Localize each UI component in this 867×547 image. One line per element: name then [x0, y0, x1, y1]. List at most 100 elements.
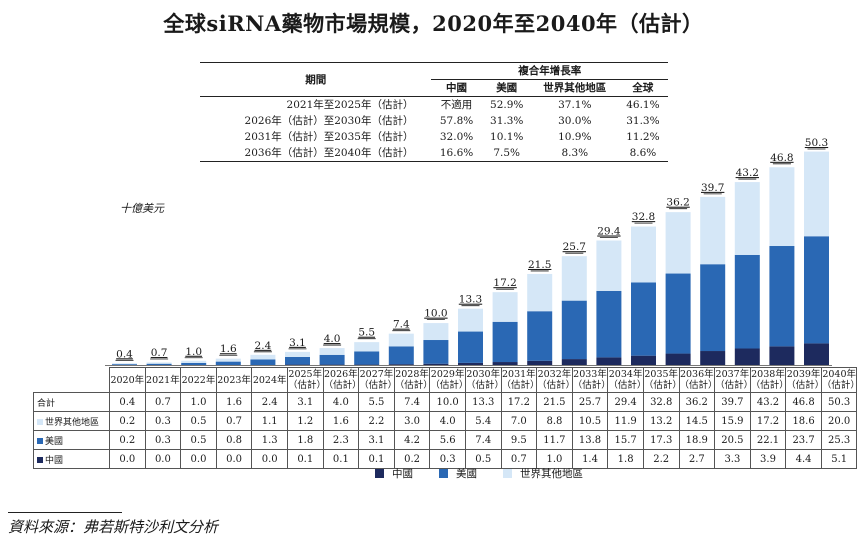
cagr-value: 31.3%: [490, 115, 524, 127]
bar-segment-china: [700, 351, 726, 365]
data-cell: 17.2: [749, 411, 787, 431]
year-label: 2026年 （估計）: [322, 367, 362, 393]
bar-segment-us: [665, 273, 691, 354]
bar-segment-china: [527, 360, 553, 365]
cagr-value: 7.5%: [481, 145, 532, 162]
data-cell: 0.5: [180, 430, 217, 450]
bar-segment-us: [492, 321, 518, 363]
data-cell: 20.0: [820, 411, 858, 431]
data-cell: 0.4: [109, 392, 146, 412]
year-label: 2029年 （估計）: [429, 367, 469, 393]
cagr-value: 30.0%: [558, 115, 592, 127]
bar-total-label: 3.1: [289, 337, 306, 349]
cagr-period: 2026年（估計）至2030年（估計）: [244, 115, 414, 127]
bar-segment-us: [804, 236, 829, 344]
cagr-value: 37.1%: [558, 99, 592, 111]
bar-segment-china: [734, 348, 760, 365]
data-cell: 0.8: [215, 430, 253, 450]
data-cell: 2.2: [642, 449, 680, 469]
data-cell: 3.1: [358, 430, 395, 450]
data-cell: 0.5: [464, 449, 502, 469]
data-cell: 7.4: [464, 430, 502, 450]
data-cell: 3.9: [749, 449, 787, 469]
data-cell: 3.3: [714, 449, 751, 469]
bar-segment-row: [285, 351, 310, 357]
data-cell: 3.1: [286, 392, 324, 412]
y-unit-label: 十億美元: [120, 202, 164, 215]
year-label: 2021年: [144, 367, 182, 393]
year-label: 2025年 （估計）: [286, 367, 326, 393]
year-label: 2030年 （估計）: [464, 367, 504, 393]
bar-segment-china: [665, 353, 691, 365]
data-cell: 13.8: [571, 430, 609, 450]
bar-segment-us: [319, 354, 345, 365]
data-cell: 0.3: [144, 430, 182, 450]
data-cell: 0.5: [180, 411, 217, 431]
year-label: 2036年 （估計）: [678, 367, 718, 393]
bar-segment-row: [492, 292, 518, 322]
bar-segment-row: [388, 333, 414, 347]
row-swatch-china: [37, 457, 43, 463]
cagr-row: 2026年（估計）至2030年（估計） 57.8% 31.3% 30.0% 31…: [200, 113, 668, 129]
year-label: 2035年 （估計）: [642, 367, 682, 393]
data-cell: 23.7: [785, 430, 822, 450]
legend-label: 中國: [392, 468, 413, 480]
data-cell: 25.3: [820, 430, 858, 450]
data-cell: 0.1: [286, 449, 324, 469]
bar-total-label: 0.4: [116, 348, 133, 360]
row-label: 中國: [33, 449, 110, 469]
bar-segment-us: [112, 364, 137, 365]
data-cell: 1.6: [215, 392, 253, 412]
year-label: 2039年 （估計）: [785, 367, 825, 393]
bar-total-label: 10.0: [424, 308, 447, 320]
bar-segment-row: [319, 348, 345, 355]
bar-segment-us: [250, 359, 276, 365]
bar-segment-us: [458, 331, 483, 363]
row-label: 美國: [33, 430, 110, 450]
data-row-china: 中國 0.0 0.0 0.0 0.0 0.0 0.1 0.1 0.1 0.2 0.3 0.5 0.7 1.…: [33, 449, 858, 469]
legend-swatch-us: [439, 469, 448, 478]
bar-segment-row: [631, 226, 656, 283]
legend-swatch-row: [503, 469, 512, 478]
cagr-period: 2021年至2025年（估計）: [286, 99, 414, 111]
data-row-us: 美國 0.2 0.3 0.5 0.8 1.3 1.8 2.3 3.1 4.2 5.6 7.4 9.5 11…: [33, 430, 858, 450]
data-cell: 1.6: [322, 411, 360, 431]
data-row-total: 合計 0.4 0.7 1.0 1.6 2.4 3.1 4.0 5.5 7.4 10.0 13.3 17.…: [33, 392, 858, 412]
cagr-col-header: 美國: [481, 79, 532, 97]
bar-segment-row: [527, 273, 553, 312]
data-cell: 9.5: [500, 430, 538, 450]
data-cell: 20.5: [714, 430, 751, 450]
bar-segment-china: [596, 357, 622, 365]
data-cell: 1.2: [286, 411, 324, 431]
bar-segment-row: [596, 240, 622, 291]
data-cell: 0.2: [109, 411, 146, 431]
data-cell: 11.7: [536, 430, 573, 450]
bar-segment-us: [700, 264, 726, 352]
legend-label: 美國: [456, 468, 477, 480]
bar-segment-us: [631, 282, 656, 356]
row-swatch-us: [37, 438, 43, 444]
bar-segment-china: [769, 346, 795, 365]
bar-segment-china: [458, 362, 483, 365]
chart-legend: 中國 美國 世界其他地區: [375, 466, 583, 481]
cagr-value: 16.6%: [431, 145, 482, 162]
data-cell: 2.2: [358, 411, 395, 431]
data-cell: 1.8: [607, 449, 644, 469]
data-cell: 1.8: [286, 430, 324, 450]
bar-total-label: 50.3: [805, 137, 828, 149]
cagr-value: 32.0%: [439, 131, 474, 143]
bar-segment-row: [458, 308, 483, 332]
bar-segment-row: [146, 362, 172, 364]
bar-segment-us: [561, 300, 587, 360]
bar-total-label: 0.7: [151, 347, 168, 359]
year-label: 2023年: [215, 367, 253, 393]
data-cell: 17.3: [642, 430, 680, 450]
data-cell: 0.1: [358, 449, 395, 469]
cagr-row: 2036年（估計）至2040年（估計） 16.6% 7.5% 8.3% 8.6%: [200, 145, 668, 162]
data-cell: 0.3: [144, 411, 182, 431]
bar-segment-row: [112, 363, 137, 365]
data-row-row: 世界其他地區 0.2 0.3 0.5 0.7 1.1 1.2 1.6 2.2 3.0 4.0 5.4 7…: [33, 411, 858, 431]
data-cell: 21.5: [536, 392, 573, 412]
year-header-row: 2020年 2021年 2022年 2023年 2024年 2025年 （估計） 2026年（…: [34, 367, 860, 393]
